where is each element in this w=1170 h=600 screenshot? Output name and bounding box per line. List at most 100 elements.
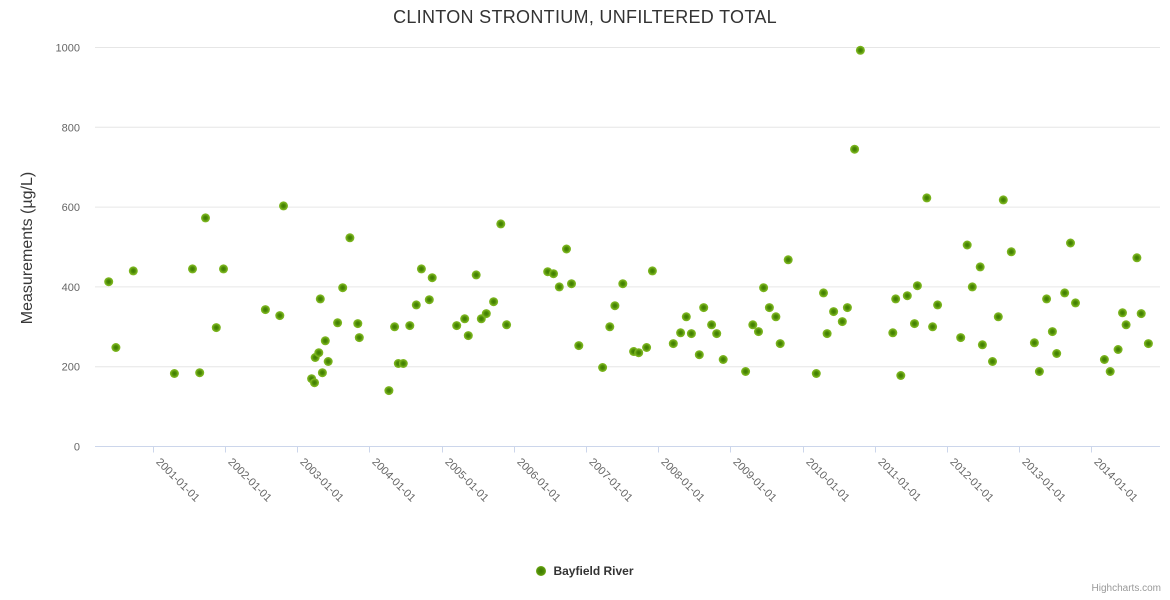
data-point[interactable] [219, 264, 228, 274]
data-point[interactable] [496, 219, 506, 229]
data-point[interactable] [771, 312, 781, 322]
data-point[interactable] [1099, 355, 1109, 364]
data-point[interactable] [891, 294, 901, 304]
data-point[interactable] [314, 348, 324, 358]
data-point[interactable] [967, 282, 977, 292]
data-point[interactable] [111, 343, 121, 352]
data-point[interactable] [975, 262, 985, 272]
data-point[interactable] [275, 311, 285, 321]
highcharts-credits-link[interactable]: Highcharts.com [1091, 583, 1161, 594]
data-point[interactable] [315, 294, 325, 304]
data-point[interactable] [128, 266, 138, 276]
data-point[interactable] [922, 193, 932, 203]
data-point[interactable] [888, 328, 898, 338]
data-point[interactable] [323, 357, 333, 366]
data-point[interactable] [1029, 338, 1039, 348]
data-point[interactable] [1121, 320, 1131, 330]
data-point[interactable] [712, 329, 722, 339]
data-point[interactable] [502, 320, 512, 330]
data-point[interactable] [353, 319, 363, 329]
data-point[interactable] [211, 323, 221, 333]
data-point[interactable] [686, 329, 696, 339]
data-point[interactable] [783, 255, 793, 265]
data-point[interactable] [574, 341, 584, 351]
data-point[interactable] [411, 300, 421, 310]
data-point[interactable] [354, 333, 364, 343]
data-point[interactable] [902, 291, 912, 301]
data-point[interactable] [1113, 345, 1123, 354]
data-point[interactable] [718, 355, 728, 364]
data-point[interactable] [471, 270, 481, 280]
data-point[interactable] [562, 244, 571, 254]
data-point[interactable] [554, 282, 564, 292]
data-point[interactable] [320, 336, 330, 346]
data-point[interactable] [345, 233, 355, 243]
data-point[interactable] [333, 318, 343, 328]
data-point[interactable] [427, 273, 437, 283]
data-point[interactable] [489, 297, 499, 307]
data-point[interactable] [896, 371, 906, 380]
data-point[interactable] [1066, 238, 1075, 248]
data-point[interactable] [775, 339, 785, 349]
data-point[interactable] [699, 303, 709, 313]
data-point[interactable] [956, 333, 966, 343]
data-point[interactable] [390, 322, 400, 332]
data-point[interactable] [201, 213, 210, 223]
data-point[interactable] [424, 295, 434, 305]
legend-item-bayfield-river[interactable]: Bayfield River [0, 562, 1170, 580]
data-point[interactable] [384, 386, 394, 396]
data-point[interactable] [460, 314, 470, 324]
data-point[interactable] [850, 144, 860, 154]
data-point[interactable] [452, 321, 462, 331]
data-point[interactable] [819, 288, 828, 298]
data-point[interactable] [676, 328, 686, 338]
data-point[interactable] [1143, 339, 1153, 349]
data-point[interactable] [647, 266, 657, 276]
data-point[interactable] [988, 357, 997, 366]
data-point[interactable] [1071, 298, 1080, 308]
data-point[interactable] [977, 340, 987, 350]
data-point[interactable] [764, 303, 774, 313]
data-point[interactable] [279, 201, 288, 211]
data-point[interactable] [310, 378, 319, 388]
data-point[interactable] [822, 329, 832, 339]
data-point[interactable] [1006, 247, 1016, 257]
data-point[interactable] [405, 321, 415, 331]
data-point[interactable] [618, 279, 628, 289]
data-point[interactable] [741, 367, 751, 376]
data-point[interactable] [993, 312, 1003, 322]
data-point[interactable] [1052, 349, 1062, 358]
data-point[interactable] [668, 339, 678, 349]
data-point[interactable] [634, 348, 644, 358]
data-point[interactable] [754, 327, 763, 337]
data-point[interactable] [416, 264, 426, 274]
data-point[interactable] [912, 281, 922, 291]
data-point[interactable] [195, 368, 205, 378]
data-point[interactable] [694, 350, 704, 360]
data-point[interactable] [933, 300, 943, 310]
data-point[interactable] [1034, 367, 1044, 376]
data-point[interactable] [759, 283, 769, 293]
data-point[interactable] [338, 283, 348, 293]
data-point[interactable] [910, 319, 919, 329]
data-point[interactable] [748, 320, 758, 330]
data-point[interactable] [707, 320, 717, 330]
data-point[interactable] [598, 363, 608, 372]
data-point[interactable] [1042, 294, 1052, 304]
data-point[interactable] [169, 369, 179, 378]
data-point[interactable] [842, 303, 852, 313]
data-point[interactable] [928, 322, 938, 332]
data-point[interactable] [481, 309, 491, 319]
data-point[interactable] [463, 331, 473, 341]
data-point[interactable] [681, 312, 691, 322]
data-point[interactable] [317, 368, 327, 378]
data-point[interactable] [1118, 308, 1127, 318]
data-point[interactable] [398, 359, 408, 368]
data-point[interactable] [610, 301, 620, 311]
data-point[interactable] [811, 369, 821, 378]
data-point[interactable] [855, 45, 865, 55]
data-point[interactable] [104, 277, 114, 287]
data-point[interactable] [998, 195, 1008, 205]
data-point[interactable] [260, 305, 270, 315]
data-point[interactable] [188, 264, 197, 274]
